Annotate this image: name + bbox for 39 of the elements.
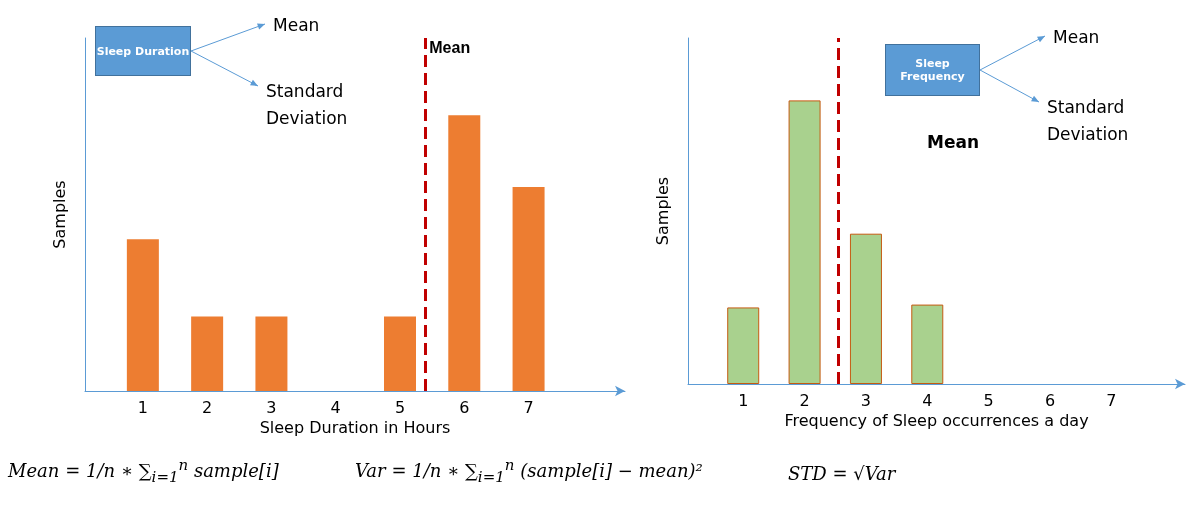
bar <box>911 304 944 384</box>
x-tick-label: 7 <box>523 397 534 417</box>
x-tick-label: 2 <box>202 397 213 417</box>
text: Mean <box>273 14 321 37</box>
bar <box>727 307 760 384</box>
bar <box>849 233 882 384</box>
y-axis-title: Samples <box>652 176 672 246</box>
x-tick-label: 6 <box>459 397 470 417</box>
x-tick-label: 6 <box>1044 390 1056 410</box>
bar <box>448 115 481 391</box>
text: Var = 1/n ∗ ∑$_{i=1}$$^{n}$ (sample[i] − mean)² <box>355 456 703 486</box>
bar <box>512 186 545 391</box>
text: Mean <box>1053 26 1101 49</box>
x-tick-label: 3 <box>860 390 872 410</box>
label-box: Sleep Frequency <box>885 44 980 96</box>
x-axis-title: Frequency of Sleep occurrences a day <box>784 411 1089 431</box>
annotation: Standard Deviation <box>1047 96 1130 146</box>
x-tick-label: 7 <box>1106 390 1117 410</box>
bar <box>126 239 159 391</box>
text: Mean = 1/n ∗ ∑$_{i=1}$$^{n}$ sample[i] <box>8 456 279 486</box>
text: STD = √Var <box>788 463 896 484</box>
label-box: Sleep Duration <box>95 26 191 76</box>
x-tick-label: 3 <box>266 397 277 417</box>
x-tick-label: 1 <box>738 390 749 410</box>
bar <box>191 316 224 391</box>
x-axis-title: Sleep Duration in Hours <box>259 418 451 438</box>
x-tick-label: 4 <box>922 390 933 410</box>
annotation: Mean <box>927 132 980 152</box>
bar <box>384 316 416 391</box>
x-tick-label: 2 <box>799 390 810 410</box>
ref-line-label: Mean <box>429 38 471 56</box>
bar <box>255 316 288 391</box>
y-axis-title: Samples <box>49 180 69 249</box>
x-tick-label: 5 <box>394 397 406 417</box>
x-tick-label: 1 <box>137 397 148 417</box>
bar <box>788 100 821 384</box>
x-tick-label: 5 <box>983 390 994 410</box>
annotation: Standard Deviation <box>266 80 349 130</box>
x-tick-label: 4 <box>330 397 341 417</box>
